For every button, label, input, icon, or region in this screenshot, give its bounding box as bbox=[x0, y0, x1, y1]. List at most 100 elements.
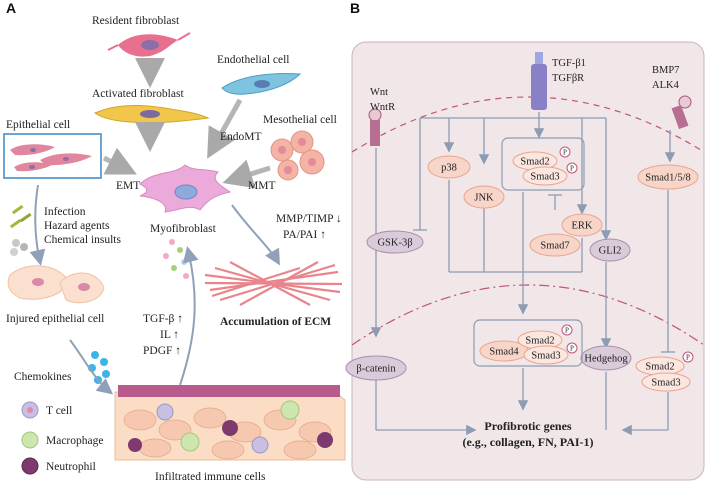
cause-infection: Infection bbox=[44, 206, 86, 218]
smad3-bmp-node bbox=[641, 372, 691, 392]
myofibroblast-cell bbox=[139, 164, 232, 213]
legend bbox=[21, 401, 39, 475]
phospho-label: P bbox=[686, 354, 690, 362]
smad3-bmp-label: Smad3 bbox=[651, 377, 680, 388]
myofibroblast-label: Myofibroblast bbox=[150, 223, 217, 235]
resident-fibroblast-label: Resident fibroblast bbox=[92, 15, 180, 27]
smad23-box bbox=[501, 137, 585, 191]
phospho-icon bbox=[561, 324, 573, 336]
legend-tcell: T cell bbox=[46, 405, 72, 417]
epithelial-cells bbox=[10, 144, 92, 172]
cytokine-pdgf: PDGF ↑ bbox=[143, 345, 181, 357]
cytokine-dots bbox=[163, 239, 189, 279]
emt-label: EMT bbox=[116, 180, 140, 192]
infiltrated-label: Infiltrated immune cells bbox=[155, 471, 266, 483]
mesothelial-cells bbox=[270, 130, 325, 181]
ecm-label: Accumulation of ECM bbox=[220, 316, 331, 328]
tgfb1-label: TGF-β1 bbox=[552, 58, 586, 69]
smad158-label: Smad1/5/8 bbox=[645, 172, 691, 183]
profibrotic-examples: (e.g., collagen, FN, PAI-1) bbox=[462, 435, 593, 449]
phospho-icon bbox=[566, 162, 578, 174]
panel-a-letter: A bbox=[6, 0, 16, 16]
jnk-node bbox=[463, 185, 505, 209]
endomt-label: EndoMT bbox=[220, 131, 262, 143]
smad7-node bbox=[529, 233, 581, 257]
cause-chemical: Chemical insults bbox=[44, 234, 122, 246]
bmp7-label: BMP7 bbox=[652, 65, 679, 76]
smad2-nuclear-label: Smad2 bbox=[525, 335, 554, 346]
erk-label: ERK bbox=[572, 220, 593, 231]
smad3-nuclear-node bbox=[523, 345, 569, 365]
mmt-label: MMT bbox=[248, 180, 275, 192]
endothelial-cell-label: Endothelial cell bbox=[217, 54, 290, 66]
arrow-mesothelial bbox=[222, 159, 271, 189]
cytokine-tgfb: TGF-β ↑ bbox=[143, 313, 183, 325]
p38-node bbox=[427, 155, 471, 179]
injured-epithelial-label: Injured epithelial cell bbox=[6, 313, 104, 325]
mesothelial-cell-label: Mesothelial cell bbox=[263, 114, 337, 126]
p38-label: p38 bbox=[441, 162, 457, 173]
arrow-endothelial bbox=[207, 98, 243, 159]
inhibitor-bars bbox=[413, 194, 675, 353]
endothelial-cell bbox=[221, 73, 302, 95]
smad7-label: Smad7 bbox=[540, 240, 569, 251]
smad3-node bbox=[522, 166, 568, 186]
alk4-receptor bbox=[671, 95, 692, 130]
tgfb-receptor bbox=[531, 52, 547, 110]
activated-fibroblast-label: Activated fibroblast bbox=[92, 88, 184, 100]
alk4-label: ALK4 bbox=[652, 80, 680, 91]
arrow-immune-to-myo bbox=[179, 246, 199, 386]
smad2-bmp-label: Smad2 bbox=[645, 361, 674, 372]
cell-membrane bbox=[351, 96, 705, 153]
pa-pai-label: PA/PAI ↑ bbox=[283, 229, 326, 241]
resident-fibroblast-cell bbox=[107, 32, 191, 57]
phospho-icon bbox=[559, 146, 571, 158]
gsk3b-label: GSK-3β bbox=[377, 237, 412, 248]
hedgehog-label: Hedgehog bbox=[584, 353, 628, 364]
smad-complex-box bbox=[473, 319, 583, 367]
injured-epithelial-cells bbox=[7, 265, 105, 304]
arrow-injury bbox=[29, 184, 46, 266]
smad158-node bbox=[637, 164, 699, 190]
smad2-label: Smad2 bbox=[520, 156, 549, 167]
panel-b-letter: B bbox=[350, 0, 360, 16]
cause-hazard: Hazard agents bbox=[44, 220, 110, 232]
profibrotic-title: Profibrotic genes bbox=[484, 419, 572, 433]
smad3-label: Smad3 bbox=[530, 171, 559, 182]
phospho-label: P bbox=[570, 165, 574, 173]
phospho-label: P bbox=[563, 149, 567, 157]
smad4-label: Smad4 bbox=[489, 346, 519, 357]
phospho-label: P bbox=[570, 345, 574, 353]
hedgehog-node bbox=[580, 345, 632, 371]
cell-background bbox=[351, 41, 705, 481]
wntr-label: WntR bbox=[370, 102, 395, 113]
tgfbr-label: TGFβR bbox=[552, 73, 584, 84]
gsk3b-node bbox=[366, 230, 424, 254]
chemokine-dots bbox=[88, 351, 110, 384]
legend-macrophage: Macrophage bbox=[46, 435, 103, 447]
epithelial-cell-label: Epithelial cell bbox=[6, 119, 70, 131]
beta-catenin-node bbox=[345, 355, 407, 381]
arrow-myo-to-ecm bbox=[231, 204, 280, 266]
wnt-receptor bbox=[368, 108, 382, 146]
chemokines-label: Chemokines bbox=[14, 371, 72, 383]
phospho-icon bbox=[682, 351, 694, 363]
cytokine-il: IL ↑ bbox=[160, 329, 179, 341]
arrow-chemokines bbox=[69, 339, 114, 395]
legend-neutrophil: Neutrophil bbox=[46, 461, 96, 473]
phospho-icon bbox=[566, 342, 578, 354]
gli2-label: GLI2 bbox=[599, 245, 622, 256]
tissue-block bbox=[114, 385, 346, 461]
gli2-node bbox=[589, 238, 631, 262]
hazard-particles bbox=[9, 204, 32, 256]
ecm-fibers bbox=[204, 261, 343, 306]
arrow-epithelial-emt bbox=[102, 147, 137, 175]
mmp-timp-label: MMP/TIMP ↓ bbox=[276, 213, 342, 225]
nuclear-membrane bbox=[351, 284, 705, 346]
activated-fibroblast-cell bbox=[94, 104, 210, 124]
smad3-nuclear-label: Smad3 bbox=[531, 350, 560, 361]
beta-catenin-label: β-catenin bbox=[356, 363, 396, 374]
wnt-label: Wnt bbox=[370, 87, 388, 98]
phospho-label: P bbox=[565, 327, 569, 335]
